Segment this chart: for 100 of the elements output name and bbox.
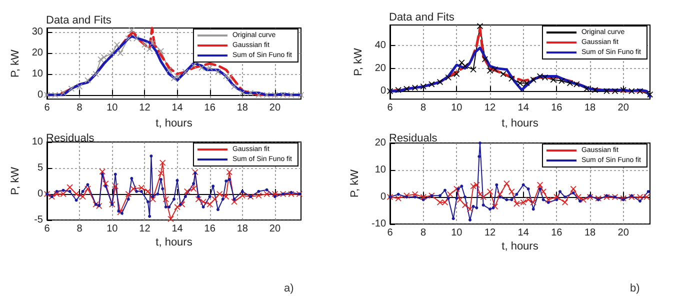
- point: [488, 208, 492, 211]
- point: [570, 186, 576, 192]
- x-tick-label: 8: [420, 102, 427, 114]
- point: [555, 198, 558, 202]
- x-tick-label: 6: [44, 224, 50, 234]
- point: [84, 77, 91, 84]
- y-tick-label: 0: [380, 192, 386, 202]
- x-tick-label: 14: [172, 224, 184, 234]
- x-axis-title: t, hours: [156, 118, 193, 130]
- point: [280, 92, 286, 98]
- y-tick-label: 10: [32, 68, 44, 80]
- point: [604, 88, 610, 94]
- point: [114, 172, 117, 176]
- point: [144, 188, 151, 194]
- point: [179, 202, 182, 206]
- point: [422, 198, 425, 202]
- point: [214, 68, 221, 75]
- point: [86, 183, 90, 186]
- point: [74, 198, 78, 202]
- point: [142, 42, 148, 48]
- point: [474, 182, 480, 188]
- point: [647, 92, 653, 98]
- point: [532, 208, 535, 211]
- point: [192, 182, 196, 186]
- point: [605, 194, 608, 198]
- point: [228, 178, 231, 181]
- y-tick-label: -10: [372, 218, 386, 230]
- point: [578, 200, 582, 203]
- point: [150, 40, 156, 46]
- point: [117, 210, 120, 213]
- chart-title: Residuals: [46, 132, 95, 144]
- point: [120, 212, 124, 215]
- x-tick-label: 14: [172, 102, 184, 114]
- point: [542, 74, 548, 80]
- point: [508, 76, 515, 82]
- point: [184, 188, 190, 194]
- point: [482, 204, 485, 207]
- point: [257, 190, 260, 193]
- point: [542, 198, 545, 202]
- y-tick-label: 10: [374, 164, 386, 176]
- x-tick-label: 20: [269, 102, 281, 114]
- point: [526, 187, 530, 190]
- point: [428, 81, 435, 88]
- x-tick-label: 20: [618, 102, 630, 114]
- point: [514, 200, 520, 207]
- chart-title: Data and Fits: [46, 14, 112, 26]
- point: [646, 190, 650, 194]
- point: [456, 187, 460, 190]
- point: [198, 64, 205, 71]
- point: [530, 76, 536, 83]
- point: [125, 35, 132, 42]
- x-tick-label: 10: [451, 228, 463, 238]
- y-tick-label: 30: [32, 26, 44, 38]
- point: [472, 204, 475, 208]
- point: [202, 206, 205, 208]
- point: [184, 195, 187, 198]
- text: b): [630, 282, 640, 294]
- point: [231, 198, 238, 205]
- point: [104, 184, 108, 188]
- y-tick-label: 20: [32, 48, 44, 59]
- point: [168, 206, 171, 208]
- point: [172, 198, 176, 201]
- x-tick-label: 12: [484, 102, 496, 114]
- point: [146, 46, 153, 52]
- point: [550, 76, 556, 83]
- point: [226, 75, 232, 82]
- point: [438, 194, 442, 198]
- point: [148, 214, 152, 218]
- point: [99, 168, 106, 175]
- x-tick-label: 16: [204, 224, 216, 234]
- point: [212, 184, 215, 188]
- point: [592, 86, 598, 93]
- point: [224, 180, 228, 182]
- point: [126, 198, 130, 201]
- point: [622, 198, 625, 202]
- point: [128, 27, 135, 34]
- chart-title: Residuals: [389, 132, 438, 144]
- y-tick-label: -5: [34, 214, 44, 226]
- point: [396, 192, 400, 196]
- x-tick-label: 14: [518, 228, 530, 238]
- x-tick-label: 16: [204, 102, 216, 114]
- point: [558, 78, 565, 84]
- point: [176, 178, 179, 182]
- point: [62, 188, 65, 192]
- point: [462, 63, 468, 70]
- point: [628, 88, 635, 94]
- point: [492, 206, 495, 210]
- point: [76, 84, 83, 90]
- x-tick-label: 18: [236, 224, 248, 234]
- point: [206, 201, 213, 208]
- point: [150, 196, 156, 202]
- point: [166, 66, 172, 73]
- point: [52, 92, 58, 98]
- y-tick-label: 40: [374, 40, 386, 52]
- point: [437, 79, 443, 85]
- point: [475, 206, 478, 210]
- point: [524, 80, 530, 86]
- chart-title: Data and Fits: [389, 12, 455, 24]
- point: [140, 190, 143, 193]
- point: [487, 68, 493, 74]
